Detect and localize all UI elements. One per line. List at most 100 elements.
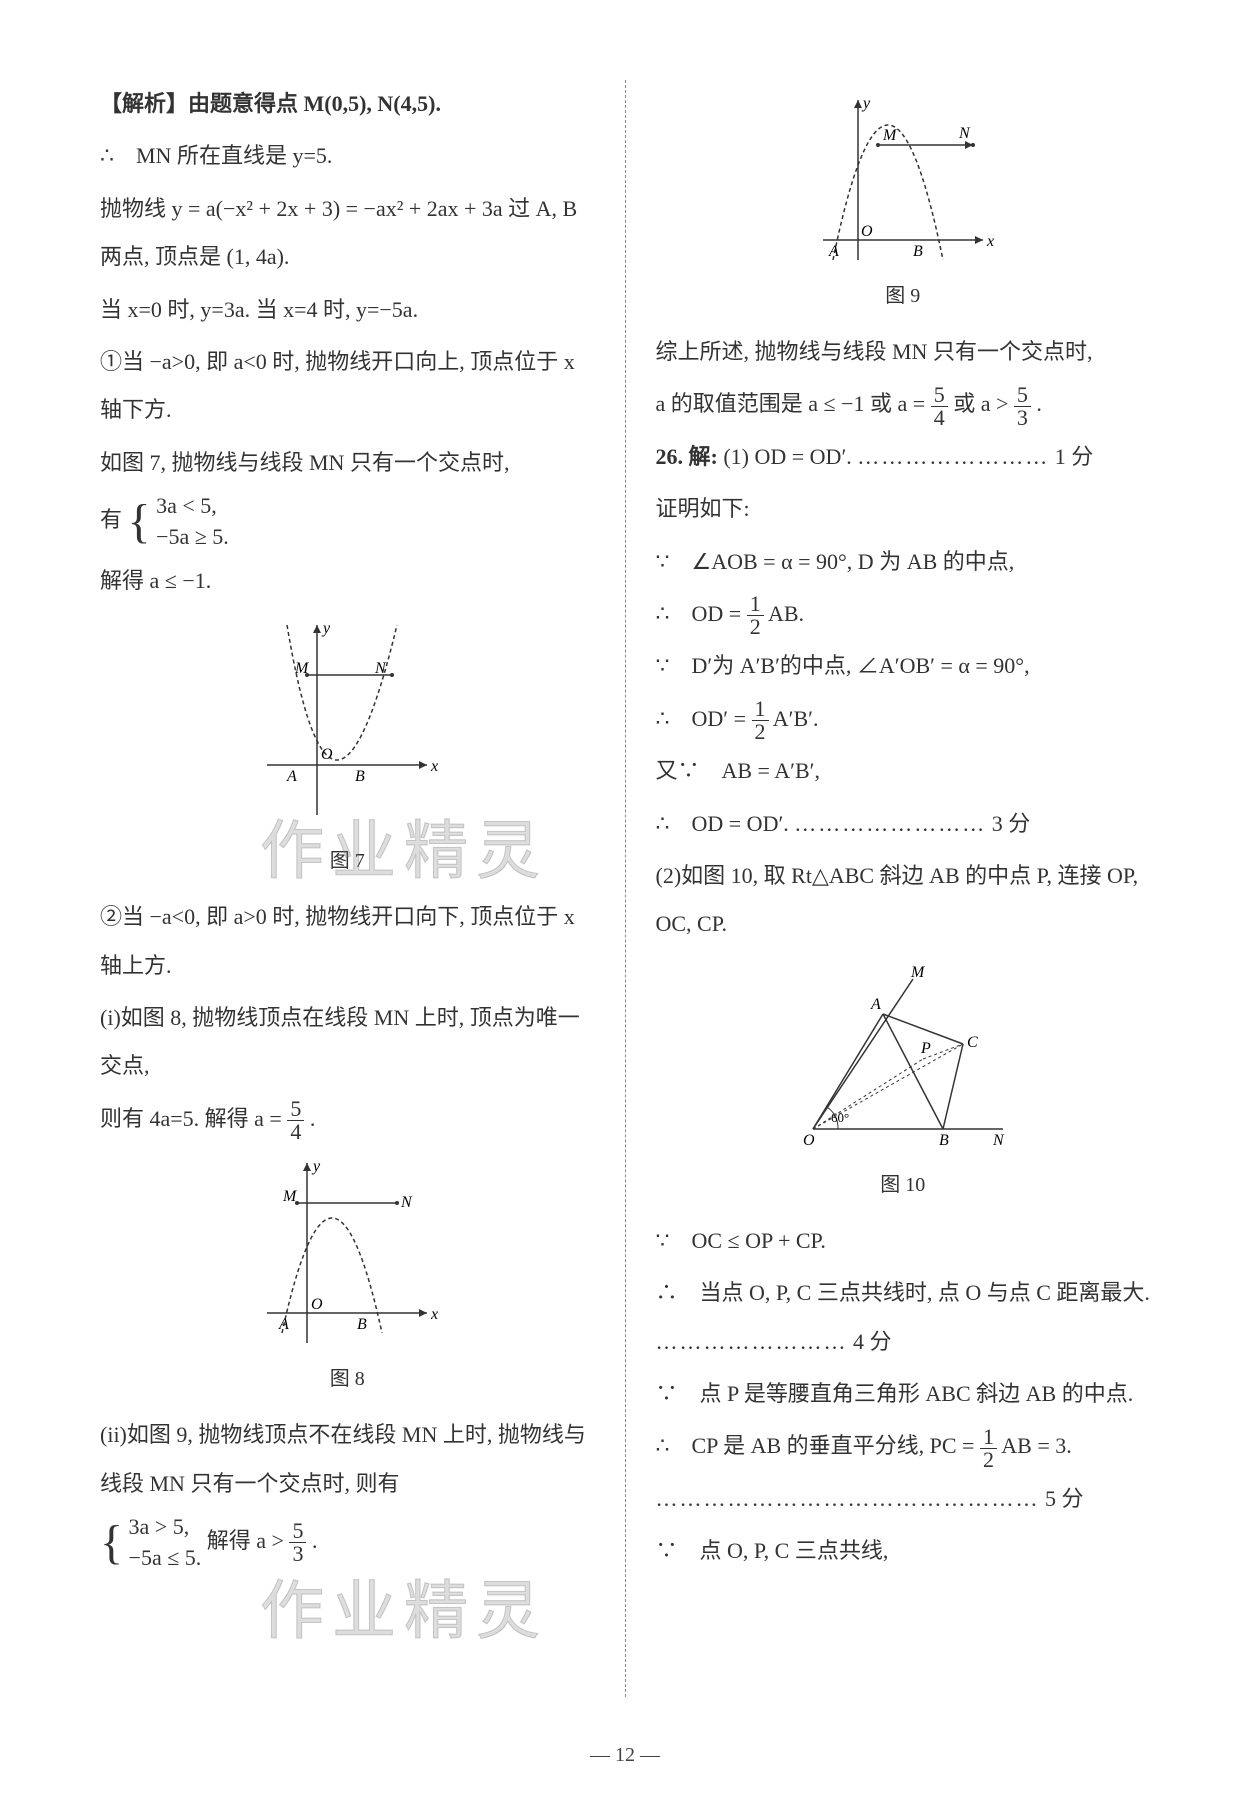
svg-text:60°: 60° xyxy=(831,1110,849,1125)
prefix: 有 xyxy=(100,507,122,532)
svg-text:A: A xyxy=(286,768,297,785)
para: 抛物线 y = a(−x² + 2x + 3) = −ax² + 2ax + 3… xyxy=(100,185,595,282)
svg-text:M: M xyxy=(294,660,310,677)
svg-text:x: x xyxy=(430,1306,438,1323)
score: 3 分 xyxy=(992,811,1031,836)
dots: …………………… xyxy=(656,1329,848,1354)
fraction: 12 xyxy=(752,698,769,743)
figure-7: M N A B O x y 图 7 xyxy=(100,615,595,883)
label: 26. 解: xyxy=(656,444,718,469)
text: ∴ 当点 O, P, C 三点共线时, 点 O 与点 C 距离最大. xyxy=(656,1280,1150,1305)
score: 1 分 xyxy=(1055,444,1094,469)
figure-caption: 图 7 xyxy=(100,839,595,883)
sys-line: 3a < 5, xyxy=(156,491,229,522)
dots: …………………… xyxy=(794,811,986,836)
fraction: 53 xyxy=(289,1520,306,1565)
para: (i)如图 8, 抛物线顶点在线段 MN 上时, 顶点为唯一交点, xyxy=(100,994,595,1091)
svg-text:O: O xyxy=(321,746,333,763)
dots: ………………………………………… xyxy=(656,1486,1040,1511)
text: . xyxy=(1036,391,1042,416)
sys-line: −5a ≤ 5. xyxy=(129,1543,202,1574)
text: 解得 a > xyxy=(207,1528,290,1553)
para: ∴ CP 是 AB 的垂直平分线, PC = 12 AB = 3. xyxy=(656,1422,1151,1470)
para: a 的取值范围是 a ≤ −1 或 a = 54 或 a > 53 . xyxy=(656,380,1151,428)
para: ∴ OD = OD′. …………………… 3 分 xyxy=(656,800,1151,848)
figure-caption: 图 8 xyxy=(100,1357,595,1401)
system-eq: 有 { 3a < 5, −5a ≥ 5. xyxy=(100,491,595,553)
text: ∴ OD = xyxy=(656,601,747,626)
text: 或 a > xyxy=(953,391,1014,416)
para: ∵ D′为 A′B′的中点, ∠A′OB′ = α = 90°, xyxy=(656,642,1151,690)
para: ∵ 点 P 是等腰直角三角形 ABC 斜边 AB 的中点. xyxy=(656,1370,1151,1418)
para: ………………………………………… 5 分 xyxy=(656,1475,1151,1523)
sys-line: −5a ≥ 5. xyxy=(156,522,229,553)
para: 如图 7, 抛物线与线段 MN 只有一个交点时, xyxy=(100,439,595,487)
fraction: 53 xyxy=(1014,384,1031,429)
svg-text:N: N xyxy=(958,125,971,142)
problem-26: 26. 解: (1) OD = OD′. …………………… 1 分 xyxy=(656,433,1151,481)
text: (1) OD = OD′. xyxy=(723,444,857,469)
figure-caption: 图 10 xyxy=(656,1163,1151,1207)
text: ∴ OD′ = xyxy=(656,706,752,731)
svg-text:y: y xyxy=(321,620,331,637)
svg-text:M: M xyxy=(882,127,898,144)
para: 则有 4a=5. 解得 a = 54 . xyxy=(100,1095,595,1143)
sys-line: 3a > 5, xyxy=(129,1512,202,1543)
svg-text:B: B xyxy=(939,1132,949,1149)
left-column: 【解析】由题意得点 M(0,5), N(4,5). ∴ MN 所在直线是 y=5… xyxy=(100,80,625,1697)
fraction: 12 xyxy=(747,593,764,638)
para: (2)如图 10, 取 Rt△ABC 斜边 AB 的中点 P, 连接 OP, O… xyxy=(656,852,1151,949)
analysis-header: 【解析】由题意得点 M(0,5), N(4,5). xyxy=(100,80,595,128)
fraction: 12 xyxy=(980,1426,997,1471)
para: ∴ 当点 O, P, C 三点共线时, 点 O 与点 C 距离最大. ……………… xyxy=(656,1269,1151,1366)
svg-text:A: A xyxy=(870,996,881,1013)
svg-text:O: O xyxy=(311,1296,323,1313)
para: 当 x=0 时, y=3a. 当 x=4 时, y=−5a. xyxy=(100,286,595,334)
text: 则有 4a=5. 解得 a = xyxy=(100,1106,287,1131)
score: 5 分 xyxy=(1045,1486,1084,1511)
para: ②当 −a<0, 即 a>0 时, 抛物线开口向下, 顶点位于 x 轴上方. xyxy=(100,893,595,990)
svg-text:C: C xyxy=(967,1034,978,1051)
page-number: — 12 — xyxy=(590,1744,660,1767)
text: A′B′. xyxy=(773,706,819,731)
svg-text:x: x xyxy=(986,233,994,250)
text: ∴ CP 是 AB 的垂直平分线, PC = xyxy=(656,1433,980,1458)
svg-text:O: O xyxy=(803,1132,815,1149)
svg-text:P: P xyxy=(920,1040,931,1057)
para: 又∵ AB = A′B′, xyxy=(656,747,1151,795)
svg-text:B: B xyxy=(355,768,365,785)
para: ∴ MN 所在直线是 y=5. xyxy=(100,132,595,180)
para: ∵ 点 O, P, C 三点共线, xyxy=(656,1527,1151,1575)
para: ∵ ∠AOB = α = 90°, D 为 AB 的中点, xyxy=(656,538,1151,586)
para: ∴ OD′ = 12 A′B′. xyxy=(656,695,1151,743)
svg-text:A: A xyxy=(828,243,839,260)
figure-8: M N A B O x y 图 8 xyxy=(100,1153,595,1401)
system-eq: { 3a > 5, −5a ≤ 5. 解得 a > 53 . xyxy=(100,1512,595,1574)
text: ∴ OD = OD′. xyxy=(656,811,795,836)
svg-text:O: O xyxy=(861,223,873,240)
svg-text:M: M xyxy=(282,1188,298,1205)
svg-text:N: N xyxy=(374,660,387,677)
score: 4 分 xyxy=(853,1329,892,1354)
right-column: M N A B O x y 图 9 综上所述, 抛物线与线段 MN 只有一个交点… xyxy=(626,80,1151,1697)
text: . xyxy=(312,1528,318,1553)
figure-10: 60° M A P C O B N 图 10 xyxy=(656,959,1151,1207)
para: ∵ OC ≤ OP + CP. xyxy=(656,1217,1151,1265)
svg-text:M: M xyxy=(910,964,926,981)
para: 证明如下: xyxy=(656,485,1151,533)
text: AB. xyxy=(768,601,804,626)
fraction: 54 xyxy=(287,1098,304,1143)
svg-text:N: N xyxy=(992,1132,1005,1149)
svg-text:A: A xyxy=(278,1316,289,1333)
svg-text:B: B xyxy=(357,1316,367,1333)
text: AB = 3. xyxy=(1001,1433,1071,1458)
dots: …………………… xyxy=(857,444,1049,469)
para: ①当 −a>0, 即 a<0 时, 抛物线开口向上, 顶点位于 x 轴下方. xyxy=(100,338,595,435)
figure-caption: 图 9 xyxy=(656,274,1151,318)
text: . xyxy=(310,1106,316,1131)
text: a 的取值范围是 a ≤ −1 或 a = xyxy=(656,391,931,416)
para: ∴ OD = 12 AB. xyxy=(656,590,1151,638)
para: 解得 a ≤ −1. xyxy=(100,557,595,605)
svg-text:y: y xyxy=(311,1158,321,1175)
svg-text:N: N xyxy=(400,1194,413,1211)
